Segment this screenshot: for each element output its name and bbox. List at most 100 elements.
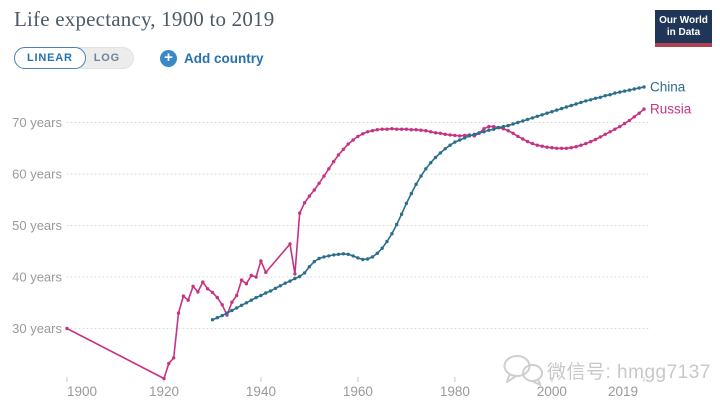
- series-point-russia: [433, 131, 438, 135]
- series-point-china: [298, 274, 302, 279]
- series-point-russia: [215, 295, 219, 300]
- series-point-china: [569, 103, 573, 108]
- series-point-china: [230, 308, 234, 313]
- series-point-china: [390, 232, 394, 236]
- series-point-china: [254, 295, 258, 300]
- log-button[interactable]: LOG: [85, 48, 133, 68]
- series-point-china: [293, 276, 297, 281]
- series-label-china[interactable]: China: [650, 79, 686, 94]
- x-axis-label: 2019: [608, 384, 638, 399]
- series-point-china: [356, 256, 360, 260]
- series-point-china: [608, 93, 612, 97]
- y-axis-label: 50 years: [12, 218, 62, 233]
- x-axis-label: 1980: [440, 384, 470, 399]
- series-point-russia: [307, 194, 312, 198]
- series-point-russia: [235, 293, 239, 298]
- series-line-china[interactable]: [212, 86, 645, 321]
- linear-button[interactable]: LINEAR: [14, 47, 86, 69]
- series-point-china: [511, 122, 515, 126]
- series-point-russia: [230, 300, 234, 304]
- series-point-russia: [312, 188, 316, 192]
- series-point-russia: [162, 376, 166, 381]
- series-point-russia: [593, 137, 598, 142]
- series-point-china: [622, 89, 627, 93]
- series-point-china: [487, 128, 491, 132]
- series-point-russia: [443, 132, 447, 136]
- scale-toggle: LINEAR LOG: [14, 47, 134, 69]
- series-point-russia: [530, 141, 535, 146]
- series-point-china: [385, 239, 389, 244]
- x-axis-label: 1900: [67, 384, 97, 399]
- series-point-russia: [487, 124, 491, 129]
- series-point-russia: [448, 133, 452, 137]
- series-point-russia: [167, 361, 171, 366]
- series-point-russia: [370, 129, 375, 133]
- series-point-china: [429, 161, 433, 165]
- series-point-russia: [380, 127, 384, 131]
- series-point-china: [336, 252, 341, 256]
- series-point-russia: [302, 201, 307, 205]
- owid-logo-red-bar: [655, 43, 712, 47]
- series-point-russia: [176, 311, 181, 315]
- series-point-china: [550, 110, 554, 114]
- series-point-china: [307, 265, 312, 269]
- series-point-russia: [322, 174, 326, 178]
- series-point-china: [593, 96, 598, 101]
- series-point-china: [235, 306, 239, 310]
- series-point-china: [579, 100, 583, 105]
- series-point-china: [249, 298, 253, 302]
- series-point-russia: [327, 167, 331, 171]
- series-point-russia: [438, 131, 443, 135]
- series-point-china: [462, 136, 467, 140]
- series-point-china: [472, 132, 476, 136]
- x-axis-label: 1920: [149, 384, 179, 399]
- series-point-china: [438, 151, 443, 155]
- series-point-russia: [429, 130, 433, 134]
- series-point-china: [268, 289, 273, 293]
- series-point-russia: [414, 128, 418, 132]
- series-point-russia: [574, 145, 578, 149]
- series-point-china: [239, 303, 244, 307]
- series-point-russia: [419, 128, 423, 132]
- add-country-button[interactable]: + Add country: [159, 49, 264, 67]
- series-point-russia: [424, 129, 428, 133]
- series-point-china: [215, 316, 219, 320]
- series-point-china: [317, 256, 321, 261]
- series-point-russia: [220, 303, 224, 307]
- series-point-russia: [332, 159, 336, 164]
- series-point-russia: [579, 143, 583, 147]
- series-point-china: [332, 253, 336, 257]
- series-point-china: [535, 114, 539, 119]
- series-point-russia: [603, 132, 607, 136]
- y-axis-label: 30 years: [12, 321, 62, 336]
- owid-logo[interactable]: Our World in Data: [655, 10, 712, 47]
- series-point-russia: [564, 146, 569, 150]
- series-label-russia[interactable]: Russia: [650, 102, 692, 117]
- series-point-russia: [317, 181, 321, 185]
- series-point-china: [288, 279, 292, 283]
- series-point-russia: [622, 121, 627, 126]
- series-point-russia: [506, 129, 510, 133]
- y-axis-label: 40 years: [12, 270, 62, 285]
- series-point-china: [584, 99, 588, 103]
- add-country-label: Add country: [183, 50, 264, 66]
- series-point-china: [467, 134, 472, 138]
- series-point-china: [375, 251, 379, 255]
- watermark-text: 微信号: hmgg7137: [547, 362, 711, 383]
- series-point-china: [613, 91, 617, 95]
- series-point-china: [409, 191, 413, 196]
- series-point-china: [492, 127, 496, 131]
- series-point-russia: [395, 127, 399, 131]
- series-point-china: [555, 108, 559, 112]
- series-point-russia: [555, 146, 559, 150]
- series-point-china: [618, 90, 622, 94]
- series-point-china: [220, 313, 224, 318]
- series-point-russia: [462, 133, 467, 138]
- series-point-china: [419, 174, 423, 178]
- series-point-russia: [598, 135, 603, 139]
- series-point-russia: [341, 147, 346, 151]
- series-point-russia: [458, 134, 462, 138]
- series-point-china: [501, 124, 506, 129]
- series-point-china: [642, 85, 646, 89]
